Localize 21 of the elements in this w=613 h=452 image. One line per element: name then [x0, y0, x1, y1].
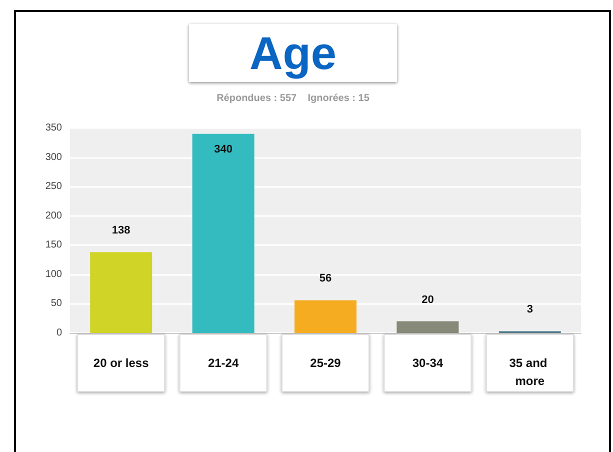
- y-tick-label: 200: [45, 210, 62, 222]
- y-tick-label: 250: [45, 181, 62, 192]
- y-tick-label: 0: [56, 328, 62, 338]
- y-tick-label: 100: [45, 268, 62, 280]
- data-label: 340: [214, 143, 232, 156]
- y-tick-label: 350: [45, 122, 62, 134]
- data-label: 20: [422, 294, 434, 306]
- data-label: 3: [526, 304, 533, 316]
- x-tick-label: 20 or less: [93, 356, 150, 370]
- y-tick-label: 150: [45, 240, 62, 251]
- chart-title: Age: [189, 24, 397, 82]
- x-tick-label: 35 and more: [509, 356, 551, 388]
- y-tick-label: 300: [45, 152, 62, 163]
- x-tick-label: 21-24: [208, 356, 239, 370]
- chart-subtitle: Répondues : 557 Ignorées : 15: [216, 93, 370, 104]
- x-tick-label: 30-34: [412, 356, 444, 370]
- y-tick-label: 50: [50, 298, 62, 310]
- bar: [396, 321, 459, 333]
- data-label: 138: [112, 224, 130, 237]
- x-tick-label: 25-29: [310, 356, 342, 370]
- data-label: 56: [319, 272, 332, 285]
